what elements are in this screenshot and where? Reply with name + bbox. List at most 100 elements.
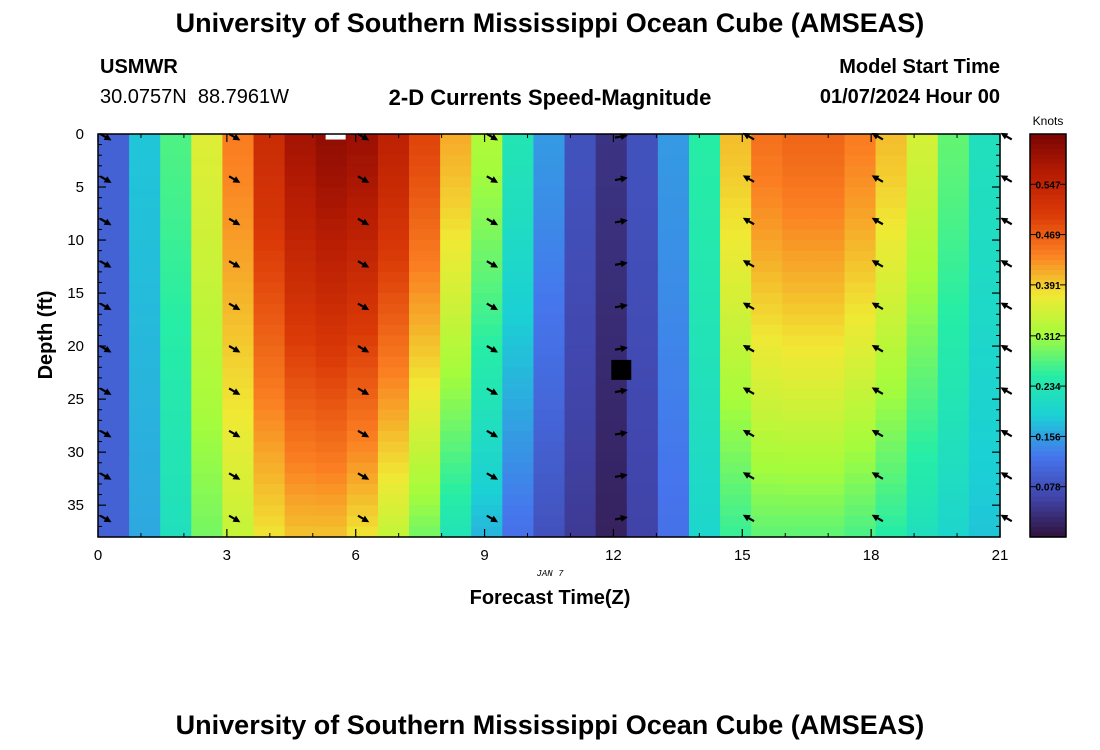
heatmap-cell	[906, 335, 939, 347]
heatmap-cell	[937, 218, 970, 231]
x-tick-label: 18	[863, 547, 880, 564]
heatmap-cell	[98, 462, 130, 474]
heatmap-cell	[782, 377, 814, 390]
heatmap-cell	[253, 240, 286, 252]
heatmap-cell	[129, 335, 161, 347]
vector-arrowhead	[871, 302, 880, 310]
heatmap-cell	[222, 505, 255, 517]
heatmap-cell	[688, 208, 721, 220]
heatmap-cell	[160, 240, 192, 252]
heatmap-cell	[844, 526, 877, 538]
heatmap-cell	[315, 176, 348, 188]
heatmap-cell	[626, 324, 659, 337]
heatmap-cell	[813, 526, 846, 538]
heatmap-cell	[782, 271, 814, 284]
heatmap-cell	[968, 452, 1001, 464]
heatmap-cell	[626, 420, 659, 432]
heatmap-cell	[129, 271, 161, 284]
heatmap-cell	[688, 494, 721, 506]
colorbar-segment	[1030, 239, 1066, 246]
vector-arrowhead	[620, 260, 628, 268]
heatmap-cell	[284, 324, 317, 337]
heatmap-cell	[657, 452, 690, 464]
heatmap-cell	[346, 377, 379, 390]
heatmap-cell	[968, 250, 1001, 262]
heatmap-cell	[191, 187, 224, 199]
heatmap-cell	[937, 208, 970, 220]
heatmap-cell	[720, 441, 752, 453]
colorbar-segment	[1030, 310, 1066, 316]
heatmap-cell	[346, 452, 379, 464]
heatmap-cell	[875, 505, 908, 517]
heatmap-cell	[191, 282, 224, 294]
y-tick-label: 15	[67, 285, 84, 302]
heatmap-cell	[782, 505, 814, 517]
heatmap-cell	[564, 314, 597, 326]
heatmap-cell	[160, 165, 192, 178]
heatmap-cell	[253, 229, 286, 241]
heatmap-cell	[346, 208, 379, 220]
heatmap-cell	[377, 303, 410, 315]
heatmap-cell	[533, 165, 566, 178]
heatmap-cell	[937, 441, 970, 453]
heatmap-cell	[315, 452, 348, 464]
colorbar-segment	[1030, 144, 1066, 150]
heatmap-cell	[564, 155, 597, 167]
heatmap-cell	[440, 261, 472, 273]
heatmap-cell	[968, 271, 1001, 284]
heatmap-cell	[315, 441, 348, 453]
heatmap-cell	[688, 293, 721, 305]
date-label: JAN 7	[536, 569, 564, 579]
heatmap-cell	[688, 462, 721, 474]
heatmap-cell	[595, 399, 628, 411]
heatmap-cell	[875, 452, 908, 464]
heatmap-cell	[315, 187, 348, 199]
heatmap-cell	[844, 144, 877, 156]
heatmap-cell	[253, 293, 286, 305]
heatmap-cell	[595, 505, 628, 517]
vector-arrowhead	[103, 218, 112, 226]
heatmap-cell	[906, 377, 939, 390]
heatmap-cell	[222, 494, 255, 506]
heatmap-cell	[471, 399, 503, 411]
heatmap-cell	[626, 441, 659, 453]
heatmap-cell	[98, 505, 130, 517]
heatmap-cell	[471, 229, 503, 241]
heatmap-cell	[657, 240, 690, 252]
colorbar-segment	[1030, 285, 1066, 291]
heatmap-cell	[720, 282, 752, 294]
heatmap-cell	[751, 293, 783, 305]
heatmap-cell	[657, 261, 690, 273]
heatmap-cell	[875, 155, 908, 167]
heatmap-cell	[564, 377, 597, 390]
heatmap-cell	[160, 197, 192, 209]
heatmap-cell	[657, 134, 690, 146]
heatmap-cell	[657, 165, 690, 178]
heatmap-cell	[844, 367, 877, 379]
heatmap-cell	[751, 208, 783, 220]
colorbar-tick-label: 0.078	[1035, 483, 1060, 494]
heatmap-cell	[595, 293, 628, 305]
heatmap-cell	[626, 409, 659, 421]
vector-arrowhead	[361, 430, 370, 438]
white-marker	[325, 134, 346, 140]
heatmap-cell	[129, 134, 161, 146]
heatmap-cell	[315, 229, 348, 241]
heatmap-cell	[284, 335, 317, 347]
heatmap-cell	[191, 176, 224, 188]
heatmap-cell	[751, 335, 783, 347]
heatmap-cell	[782, 293, 814, 305]
heatmap-cell	[688, 229, 721, 241]
heatmap-cell	[98, 144, 130, 156]
heatmap-cell	[968, 335, 1001, 347]
heatmap-cells	[98, 134, 1001, 538]
heatmap-cell	[409, 409, 441, 421]
heatmap-cell	[564, 229, 597, 241]
heatmap-cell	[377, 229, 410, 241]
colorbar-segment	[1030, 466, 1066, 473]
vector-arrowhead	[1000, 345, 1009, 352]
heatmap-cell	[409, 240, 441, 252]
heatmap-cell	[315, 240, 348, 252]
vector-arrowhead	[361, 473, 370, 480]
vector-arrowhead	[1000, 514, 1009, 522]
